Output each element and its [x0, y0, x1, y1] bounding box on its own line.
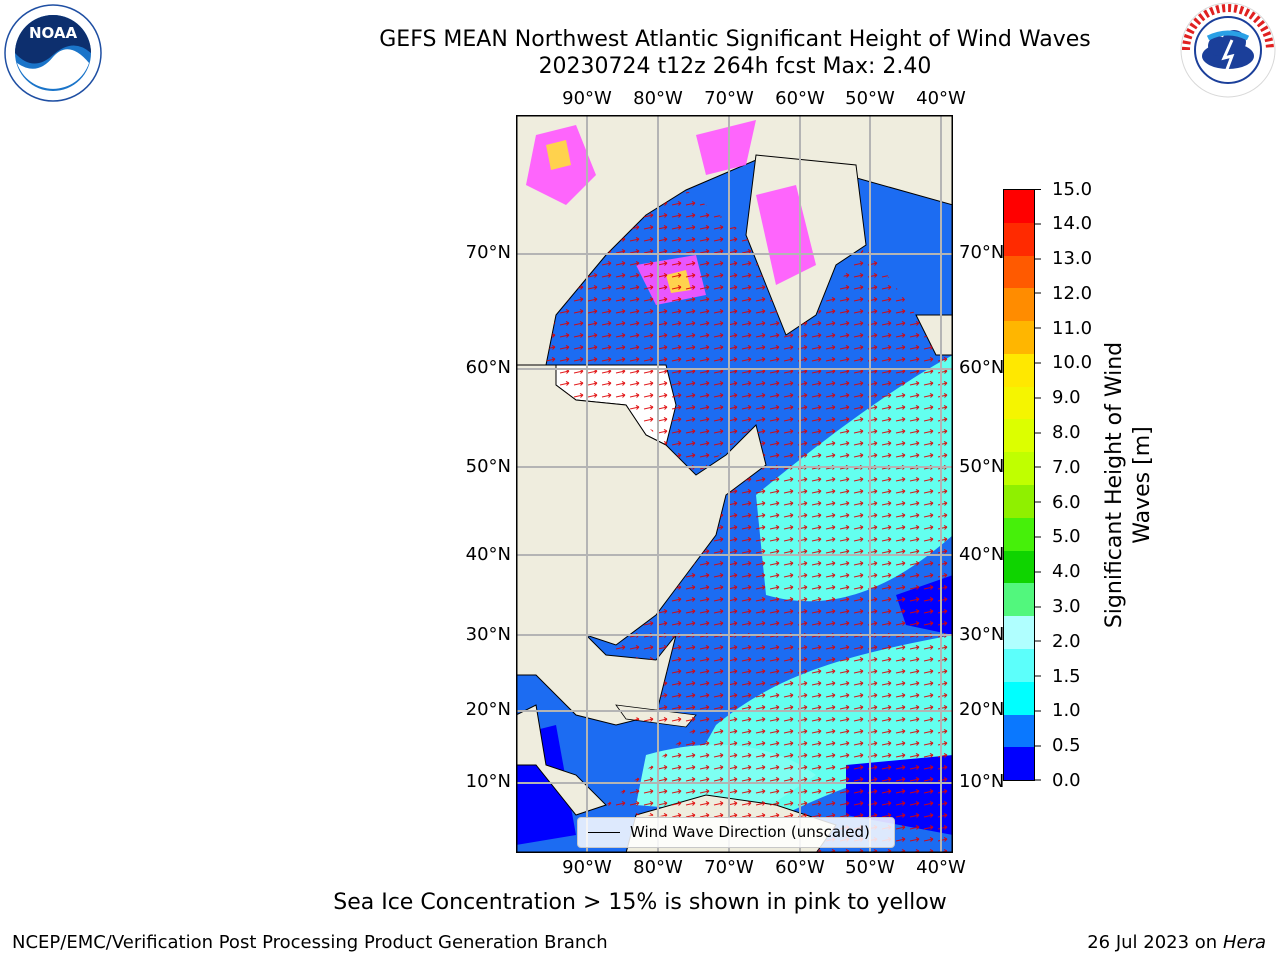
lon-label: 50°W [845, 88, 895, 109]
chart-subtitle: 20230724 t12z 264h fcst Max: 2.40 [538, 54, 932, 79]
lon-label: 70°W [704, 88, 754, 109]
colorbar-ticks [1034, 189, 1042, 781]
colorbar-tick-label: 7.0 [1052, 457, 1081, 478]
lon-label: 70°W [704, 857, 754, 878]
lon-label: 40°W [916, 857, 966, 878]
lon-label: 90°W [562, 857, 612, 878]
lat-label: 10°N [959, 771, 1005, 792]
colorbar-tick-label: 0.0 [1052, 770, 1081, 791]
lat-label: 30°N [959, 624, 1005, 645]
legend-label: Wind Wave Direction (unscaled) [630, 823, 870, 841]
lat-label: 40°N [959, 544, 1005, 565]
sea-ice-caption: Sea Ice Concentration > 15% is shown in … [333, 890, 947, 915]
noaa-logo-text: NOAA [29, 24, 78, 42]
lat-label: 20°N [959, 699, 1005, 720]
lon-label: 60°W [775, 857, 825, 878]
colorbar-tick-label: 0.5 [1052, 735, 1081, 756]
lat-label: 50°N [959, 456, 1005, 477]
colorbar-tick-label: 1.5 [1052, 666, 1081, 687]
colorbar-tick-label: 14.0 [1052, 213, 1093, 234]
lon-label: 60°W [775, 88, 825, 109]
footer-host: Hera [1222, 932, 1266, 953]
colorbar-label: Significant Height of Wind Waves [m] [1102, 341, 1155, 629]
lat-label: 60°N [465, 357, 511, 378]
colorbar-tick-label: 12.0 [1052, 283, 1093, 304]
colorbar-tick-label: 8.0 [1052, 422, 1081, 443]
lat-label: 10°N [465, 771, 511, 792]
colorbar-tick-label: 10.0 [1052, 352, 1093, 373]
colorbar-tick-label: 5.0 [1052, 526, 1081, 547]
lon-label: 40°W [916, 88, 966, 109]
colorbar-tick-label: 2.0 [1052, 631, 1081, 652]
colorbar-tick-label: 15.0 [1052, 179, 1093, 200]
footer-date: 26 Jul 2023 on Hera [1087, 932, 1266, 953]
colorbar-tick-label: 6.0 [1052, 492, 1081, 513]
chart-title: GEFS MEAN Northwest Atlantic Significant… [379, 27, 1091, 52]
lat-label: 60°N [959, 357, 1005, 378]
lon-label: 90°W [562, 88, 612, 109]
colorbar-tick-label: 3.0 [1052, 596, 1081, 617]
lat-label: 40°N [465, 544, 511, 565]
noaa-logo: NOAA [3, 3, 103, 103]
colorbar-tick-label: 13.0 [1052, 248, 1093, 269]
map-panel [515, 114, 954, 854]
lat-label: 70°N [959, 242, 1005, 263]
lon-label: 80°W [633, 857, 683, 878]
footer-date-text: 26 Jul 2023 on [1087, 932, 1223, 953]
lon-label: 80°W [633, 88, 683, 109]
lat-label: 50°N [465, 456, 511, 477]
lat-label: 70°N [465, 242, 511, 263]
nws-logo [1178, 0, 1278, 100]
colorbar [1003, 189, 1035, 781]
colorbar-tick-label: 4.0 [1052, 561, 1081, 582]
lat-label: 30°N [465, 624, 511, 645]
map-canvas [515, 114, 954, 854]
colorbar-tick-label: 1.0 [1052, 700, 1081, 721]
map-legend: Wind Wave Direction (unscaled) [577, 817, 895, 848]
lat-label: 20°N [465, 699, 511, 720]
footer-credit: NCEP/EMC/Verification Post Processing Pr… [12, 932, 608, 953]
legend-line-icon [588, 832, 620, 833]
lon-label: 50°W [845, 857, 895, 878]
colorbar-tick-label: 9.0 [1052, 387, 1081, 408]
colorbar-tick-label: 11.0 [1052, 318, 1093, 339]
